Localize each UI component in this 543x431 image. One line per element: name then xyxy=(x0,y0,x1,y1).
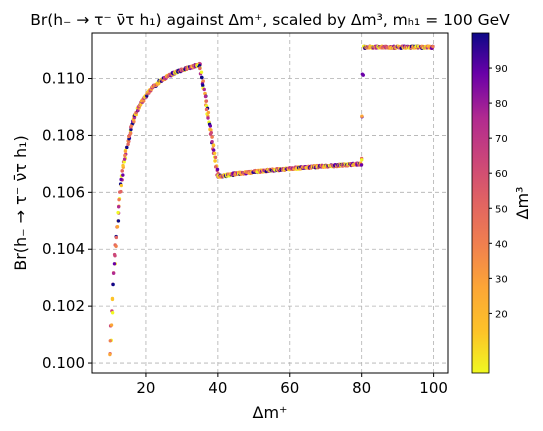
data-point xyxy=(213,151,217,155)
data-point xyxy=(360,114,364,118)
y-axis-label: Br(h₋ → τ⁻ ν̄τ h₁) xyxy=(11,135,30,271)
x-tick-label: 80 xyxy=(352,379,371,397)
data-point xyxy=(360,158,364,162)
data-point xyxy=(110,311,115,315)
y-tick-label: 0.104 xyxy=(42,240,85,258)
data-point xyxy=(359,163,364,167)
colorbar-tick-label: 90 xyxy=(495,64,508,75)
data-point xyxy=(118,190,122,194)
colorbar-label: Δm³ xyxy=(513,187,532,220)
data-point xyxy=(202,87,206,92)
data-point xyxy=(206,116,210,120)
data-point xyxy=(203,94,208,99)
chart-title: Br(h₋ → τ⁻ ν̄τ h₁) against Δm⁺, scaled b… xyxy=(30,11,510,29)
x-tick-label: 20 xyxy=(136,379,155,397)
colorbar-axis: 20 30 40 50 60 70 80 90 xyxy=(489,64,508,320)
data-point xyxy=(213,159,217,163)
colorbar xyxy=(471,32,490,374)
data-point xyxy=(123,149,128,153)
data-point xyxy=(116,205,121,209)
x-tick-label: 40 xyxy=(208,379,227,397)
data-point xyxy=(109,323,114,327)
data-point xyxy=(203,91,207,96)
colorbar-tick-label: 40 xyxy=(495,239,508,250)
data-point xyxy=(112,262,117,266)
y-tick-label: 0.100 xyxy=(42,354,85,372)
data-point xyxy=(201,83,205,88)
data-point xyxy=(116,219,121,223)
x-tick-label: 100 xyxy=(419,379,448,397)
colorbar-tick-label: 50 xyxy=(495,204,508,215)
data-point xyxy=(108,339,112,343)
data-point xyxy=(111,282,115,287)
data-point xyxy=(119,177,123,182)
data-point xyxy=(208,124,213,128)
data-point xyxy=(210,135,214,139)
data-point xyxy=(111,271,116,275)
data-point xyxy=(129,124,134,128)
data-point xyxy=(121,163,125,168)
colorbar-tick-label: 30 xyxy=(495,274,508,285)
y-tick-label: 0.102 xyxy=(42,297,85,315)
data-point xyxy=(123,153,127,158)
data-point xyxy=(211,143,216,147)
data-point xyxy=(209,128,213,132)
data-point xyxy=(119,183,124,188)
colorbar-tick-label: 60 xyxy=(495,169,508,180)
data-point xyxy=(122,160,126,164)
data-point xyxy=(122,157,127,161)
data-point xyxy=(206,110,211,115)
x-axis: 20 40 60 80 100 xyxy=(136,373,448,397)
data-point xyxy=(114,244,118,248)
y-axis: 0.100 0.102 0.104 0.106 0.108 0.110 xyxy=(42,70,92,372)
data-point xyxy=(204,99,209,103)
data-point xyxy=(114,235,119,240)
data-point xyxy=(431,44,435,49)
data-point xyxy=(125,145,129,150)
x-axis-label: Δm⁺ xyxy=(253,403,288,422)
y-tick-label: 0.110 xyxy=(42,70,85,88)
data-point xyxy=(128,131,133,136)
data-point xyxy=(129,127,133,132)
data-point xyxy=(112,252,117,257)
data-point xyxy=(201,79,205,83)
data-point xyxy=(110,296,115,301)
data-point xyxy=(215,167,220,172)
grid-lines xyxy=(92,33,448,373)
colorbar-tick-label: 70 xyxy=(495,134,508,145)
data-point xyxy=(117,197,121,202)
data-point xyxy=(213,165,218,169)
data-point xyxy=(126,142,130,146)
data-point xyxy=(115,224,120,229)
y-tick-label: 0.108 xyxy=(42,126,85,144)
data-point xyxy=(108,352,112,357)
data-point xyxy=(199,70,204,74)
data-point xyxy=(121,173,125,177)
data-point xyxy=(213,155,218,160)
data-points xyxy=(108,44,435,357)
x-tick-label: 60 xyxy=(280,379,299,397)
data-point xyxy=(116,210,120,215)
data-point xyxy=(360,72,365,76)
data-point xyxy=(209,130,214,135)
data-point xyxy=(198,66,202,71)
data-point xyxy=(210,140,214,144)
data-point xyxy=(200,75,204,80)
data-point xyxy=(120,169,124,173)
data-point xyxy=(204,107,209,112)
data-point xyxy=(212,148,216,152)
colorbar-tick-label: 20 xyxy=(495,309,508,320)
colorbar-tick-label: 80 xyxy=(495,99,508,110)
y-tick-label: 0.106 xyxy=(42,183,85,201)
plot-frame xyxy=(91,32,449,374)
